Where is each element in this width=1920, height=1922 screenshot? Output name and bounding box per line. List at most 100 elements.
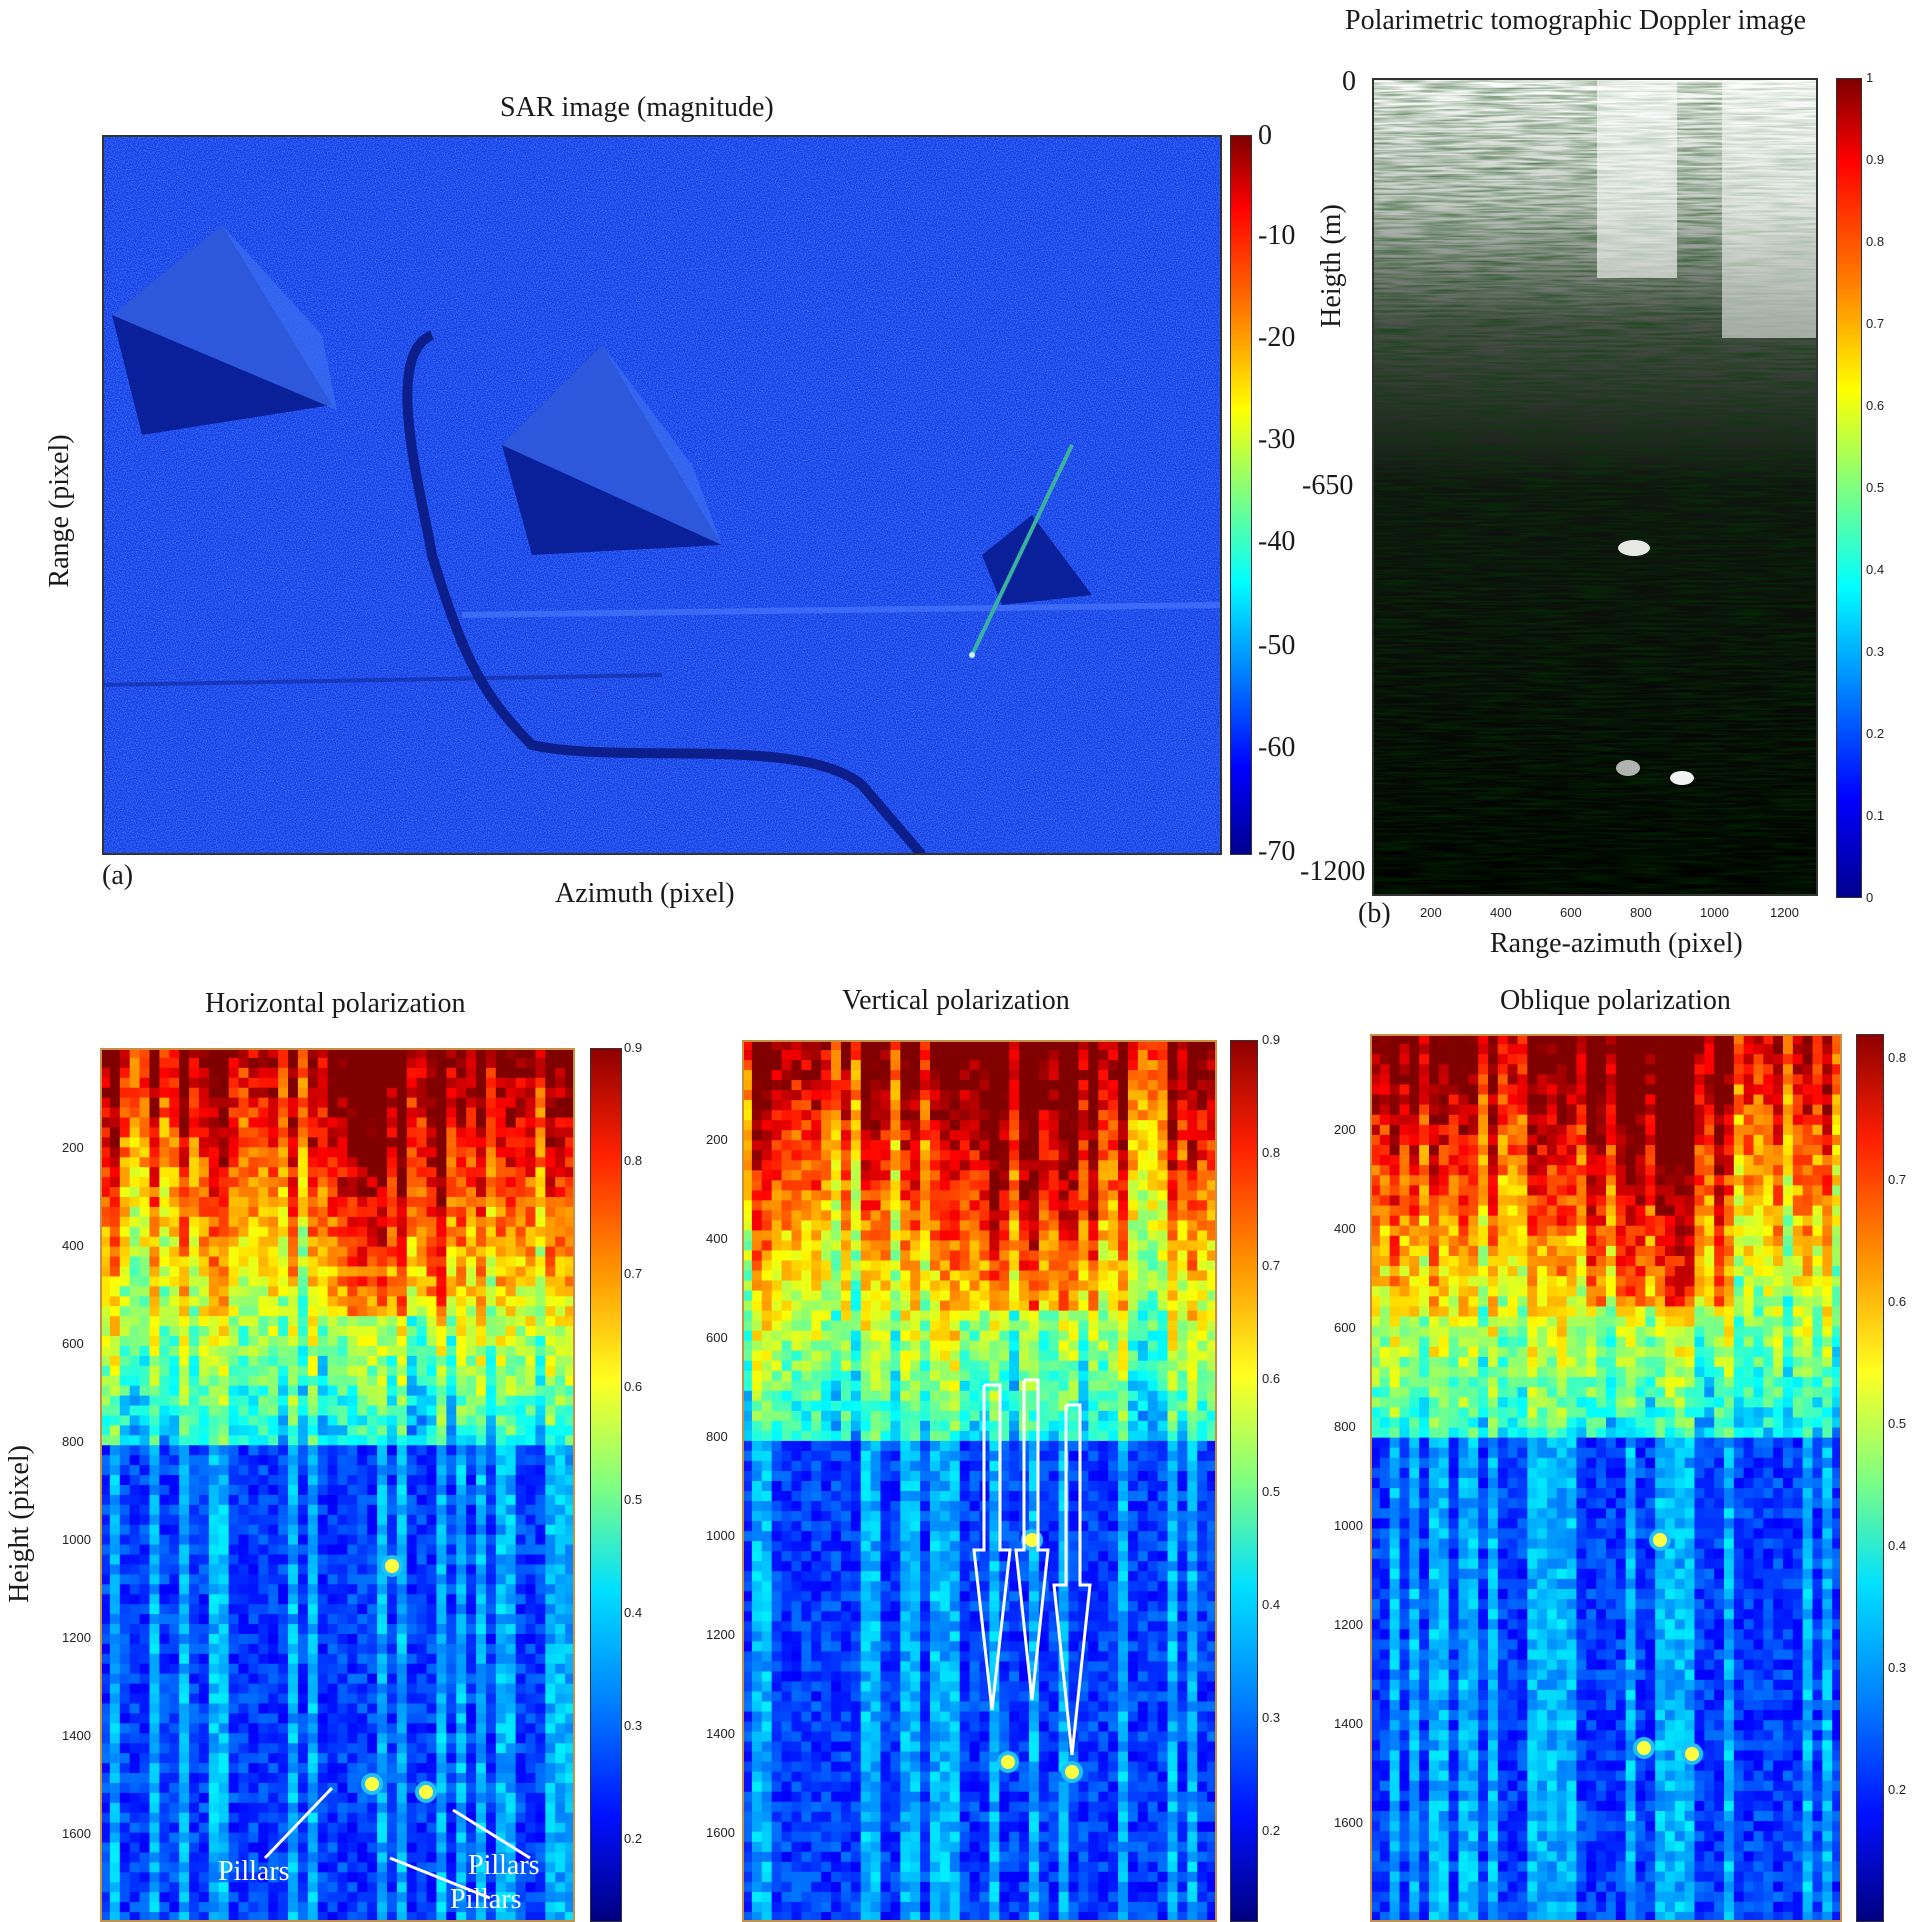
heatmap-cell	[545, 1365, 556, 1377]
heatmap-cell	[189, 1673, 200, 1685]
heatmap-cell	[989, 1120, 1000, 1131]
heatmap-cell	[198, 1256, 210, 1268]
heatmap-cell	[278, 1812, 289, 1824]
heatmap-cell	[189, 1504, 200, 1516]
heatmap-cell	[367, 1067, 378, 1079]
heatmap-cell	[347, 1554, 358, 1566]
heatmap-cell	[505, 1445, 517, 1456]
heatmap-cell	[1137, 1040, 1149, 1051]
heatmap-cell	[357, 1107, 368, 1119]
heatmap-cell	[189, 1276, 200, 1287]
heatmap-cell	[495, 1763, 507, 1774]
heatmap-cell	[446, 1405, 457, 1417]
heatmap-cell	[1197, 1110, 1208, 1121]
heatmap-cell	[228, 1633, 240, 1645]
heatmap-cell	[100, 1415, 111, 1427]
heatmap-cell	[860, 1140, 872, 1151]
heatmap-cell	[228, 1127, 240, 1138]
heatmap-cell	[179, 1057, 190, 1069]
heatmap-cell	[307, 1067, 319, 1079]
heatmap-cell	[278, 1048, 289, 1059]
heatmap-cell	[525, 1902, 537, 1913]
heatmap-cell	[416, 1534, 428, 1546]
heatmap-cell	[377, 1385, 388, 1397]
heatmap-cell	[129, 1514, 141, 1526]
heatmap-cell	[327, 1673, 339, 1685]
heatmap-cell	[248, 1375, 259, 1387]
heatmap-cell	[169, 1643, 180, 1655]
heatmap-cell	[208, 1485, 220, 1496]
heatmap-cell	[495, 1137, 507, 1148]
heatmap-cell	[495, 1296, 507, 1307]
heatmap-cell	[466, 1614, 477, 1625]
heatmap-cell	[456, 1653, 467, 1665]
heatmap-cell	[149, 1226, 160, 1238]
heatmap-cell	[169, 1246, 180, 1258]
heatmap-cell	[268, 1157, 279, 1168]
heatmap-cell	[238, 1405, 250, 1417]
heatmap-cell	[159, 1127, 170, 1138]
heatmap-cell	[1098, 1090, 1109, 1101]
heatmap-cell	[771, 1070, 783, 1081]
heatmap-cell	[179, 1435, 190, 1446]
heatmap-cell	[100, 1296, 111, 1307]
heatmap-cell	[248, 1842, 259, 1854]
heatmap-cell	[535, 1822, 546, 1834]
heatmap-cell	[317, 1633, 329, 1645]
heatmap-cell	[347, 1355, 358, 1367]
heatmap-cell	[357, 1117, 368, 1129]
heatmap-cell	[169, 1733, 180, 1744]
heatmap-cell	[248, 1624, 259, 1635]
heatmap-cell	[278, 1633, 289, 1645]
heatmap-cell	[476, 1147, 487, 1158]
heatmap-cell	[535, 1067, 546, 1079]
heatmap-cell	[278, 1733, 289, 1744]
heatmap-cell	[258, 1663, 269, 1675]
heatmap-cell	[169, 1216, 180, 1228]
heatmap-cell	[476, 1614, 487, 1625]
heatmap-cell	[1177, 1080, 1188, 1091]
heatmap-cell	[446, 1604, 457, 1615]
heatmap-cell	[218, 1465, 230, 1476]
heatmap-cell	[386, 1882, 398, 1893]
heatmap-cell	[268, 1832, 279, 1844]
heatmap-cell	[416, 1177, 428, 1188]
heatmap-cell	[327, 1196, 339, 1208]
heatmap-cell	[208, 1832, 220, 1844]
heatmap-cell	[386, 1614, 398, 1625]
heatmap-cell	[228, 1266, 240, 1278]
heatmap-cell	[761, 1130, 773, 1141]
heatmap-cell	[307, 1097, 319, 1109]
heatmap-cell	[228, 1544, 240, 1556]
heatmap-cell	[288, 1743, 299, 1754]
heatmap-cell	[367, 1147, 378, 1158]
heatmap-cell	[525, 1594, 537, 1605]
heatmap-cell	[515, 1296, 527, 1307]
heatmap-cell	[258, 1306, 269, 1317]
heatmap-cell	[426, 1226, 438, 1238]
heatmap-cell	[198, 1653, 210, 1665]
heatmap-cell	[228, 1345, 240, 1357]
heatmap-cell	[278, 1425, 289, 1436]
heatmap-cell	[268, 1256, 279, 1268]
heatmap-cell	[367, 1534, 378, 1546]
heatmap-cell	[436, 1564, 447, 1575]
heatmap-cell	[357, 1743, 368, 1754]
heatmap-cell	[337, 1216, 348, 1228]
heatmap-cell	[248, 1524, 259, 1536]
heatmap-cell	[258, 1405, 269, 1417]
heatmap-cell	[565, 1782, 575, 1794]
heatmap-cell	[831, 1090, 842, 1101]
heatmap-cell	[436, 1912, 447, 1922]
heatmap-cell	[129, 1594, 141, 1605]
heatmap-cell	[476, 1107, 487, 1119]
heatmap-cell	[297, 1584, 309, 1595]
heatmap-cell	[307, 1584, 319, 1595]
heatmap-cell	[337, 1872, 348, 1883]
heatmap-cell	[515, 1703, 527, 1715]
heatmap-cell	[109, 1872, 121, 1883]
heatmap-cell	[1167, 1110, 1179, 1121]
heatmap-cell	[525, 1604, 537, 1615]
heatmap-cell	[525, 1445, 537, 1456]
heatmap-cell	[367, 1763, 378, 1774]
